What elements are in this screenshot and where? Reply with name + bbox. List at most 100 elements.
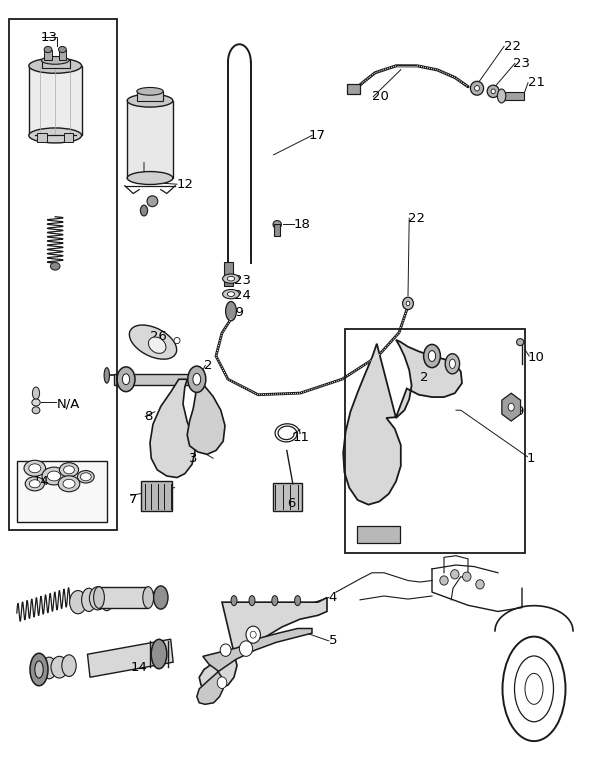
Ellipse shape	[295, 596, 301, 605]
Ellipse shape	[59, 46, 66, 53]
Ellipse shape	[89, 587, 106, 610]
Text: 22: 22	[408, 212, 425, 224]
Ellipse shape	[497, 89, 506, 103]
Ellipse shape	[272, 596, 278, 605]
Ellipse shape	[63, 479, 75, 488]
Ellipse shape	[476, 580, 484, 589]
Ellipse shape	[35, 661, 43, 678]
Ellipse shape	[41, 57, 69, 64]
Ellipse shape	[227, 292, 235, 296]
Bar	[347, 84, 360, 94]
Ellipse shape	[226, 301, 236, 321]
Ellipse shape	[193, 373, 201, 385]
Text: 23: 23	[234, 274, 251, 286]
Bar	[59, 50, 66, 60]
Polygon shape	[199, 598, 327, 690]
Ellipse shape	[82, 588, 96, 611]
Ellipse shape	[154, 586, 168, 609]
Polygon shape	[197, 628, 312, 704]
Ellipse shape	[250, 632, 256, 638]
Ellipse shape	[188, 366, 206, 392]
Ellipse shape	[24, 461, 46, 476]
Bar	[29, 66, 82, 135]
Ellipse shape	[44, 46, 52, 53]
Text: 17: 17	[309, 129, 326, 142]
Ellipse shape	[29, 58, 82, 74]
Ellipse shape	[231, 596, 237, 605]
Bar	[224, 262, 233, 276]
Ellipse shape	[223, 289, 239, 299]
Text: 4: 4	[329, 591, 337, 604]
Ellipse shape	[217, 676, 227, 689]
Ellipse shape	[42, 657, 56, 679]
Text: 1: 1	[527, 452, 535, 464]
Bar	[141, 481, 172, 511]
Ellipse shape	[424, 344, 440, 368]
Text: 2: 2	[204, 359, 212, 372]
Ellipse shape	[227, 276, 235, 281]
Ellipse shape	[273, 221, 281, 228]
Ellipse shape	[151, 639, 167, 669]
Ellipse shape	[30, 653, 48, 686]
Text: 9: 9	[515, 406, 523, 418]
Ellipse shape	[62, 655, 76, 676]
Text: 24: 24	[234, 289, 251, 302]
Bar	[9, 19, 117, 530]
Ellipse shape	[508, 403, 514, 411]
Ellipse shape	[463, 572, 471, 581]
Ellipse shape	[94, 587, 104, 608]
Ellipse shape	[59, 463, 79, 477]
Bar	[224, 276, 233, 286]
Text: 21: 21	[528, 77, 545, 89]
Ellipse shape	[100, 587, 113, 611]
Text: 14: 14	[131, 661, 148, 673]
Text: 14: 14	[33, 475, 50, 488]
Text: 23: 23	[513, 57, 530, 70]
Ellipse shape	[445, 354, 460, 374]
Ellipse shape	[148, 337, 166, 354]
Bar	[42, 60, 70, 68]
Ellipse shape	[32, 399, 40, 406]
Bar	[137, 91, 163, 101]
Ellipse shape	[122, 374, 130, 385]
Text: N/A: N/A	[57, 398, 80, 410]
Ellipse shape	[451, 570, 459, 579]
Ellipse shape	[42, 467, 66, 485]
Polygon shape	[343, 340, 462, 505]
Ellipse shape	[220, 644, 231, 656]
Ellipse shape	[51, 656, 68, 678]
Ellipse shape	[130, 325, 176, 359]
Bar	[127, 101, 173, 178]
Ellipse shape	[47, 471, 61, 481]
Ellipse shape	[487, 85, 499, 98]
Ellipse shape	[143, 587, 154, 608]
Bar	[88, 639, 173, 677]
Text: 13: 13	[41, 31, 58, 43]
Bar	[502, 92, 524, 100]
Text: 10: 10	[528, 351, 545, 364]
Ellipse shape	[406, 301, 410, 306]
Bar	[357, 526, 400, 543]
Text: 22: 22	[504, 40, 521, 53]
Ellipse shape	[403, 297, 413, 310]
Ellipse shape	[117, 367, 135, 392]
Ellipse shape	[475, 86, 479, 91]
Bar	[44, 50, 52, 60]
Ellipse shape	[127, 172, 173, 184]
Ellipse shape	[428, 351, 436, 361]
Bar	[37, 133, 47, 142]
Ellipse shape	[29, 464, 41, 473]
Ellipse shape	[25, 477, 44, 491]
Text: 12: 12	[177, 178, 194, 190]
Ellipse shape	[449, 359, 455, 368]
Ellipse shape	[80, 473, 91, 481]
Ellipse shape	[32, 387, 40, 399]
Text: 19: 19	[228, 307, 245, 319]
Text: 6: 6	[287, 497, 295, 509]
Text: 15: 15	[143, 591, 160, 604]
Bar	[114, 374, 204, 385]
Text: 3: 3	[189, 452, 197, 464]
Bar	[273, 483, 302, 511]
Ellipse shape	[440, 576, 448, 585]
Text: 8: 8	[144, 410, 152, 423]
